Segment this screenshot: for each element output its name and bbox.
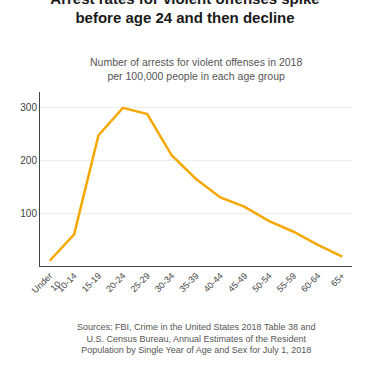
svg-text:55-59: 55-59 — [275, 271, 298, 294]
svg-text:Arrest rates for violent offen: Arrest rates for violent offenses spikeb… — [50, 0, 319, 26]
svg-text:Number of arrests for violent: Number of arrests for violent offenses i… — [90, 56, 302, 82]
svg-text:Under10: Under10 — [30, 271, 63, 304]
svg-text:20-24: 20-24 — [104, 271, 127, 294]
svg-text:10-14: 10-14 — [55, 271, 78, 294]
svg-text:35-39: 35-39 — [177, 271, 200, 294]
svg-text:15-19: 15-19 — [80, 271, 103, 294]
svg-text:Sources: FBI, Crime in the Uni: Sources: FBI, Crime in the United States… — [77, 322, 315, 355]
svg-text:65+: 65+ — [329, 271, 347, 289]
svg-text:100: 100 — [20, 208, 37, 219]
svg-text:40-44: 40-44 — [202, 271, 225, 294]
svg-text:60-64: 60-64 — [299, 271, 322, 294]
svg-text:30-34: 30-34 — [153, 271, 176, 294]
svg-text:50-54: 50-54 — [250, 271, 273, 294]
svg-text:25-29: 25-29 — [128, 271, 151, 294]
svg-text:200: 200 — [20, 155, 37, 166]
svg-text:45-49: 45-49 — [226, 271, 249, 294]
svg-text:300: 300 — [20, 102, 37, 113]
